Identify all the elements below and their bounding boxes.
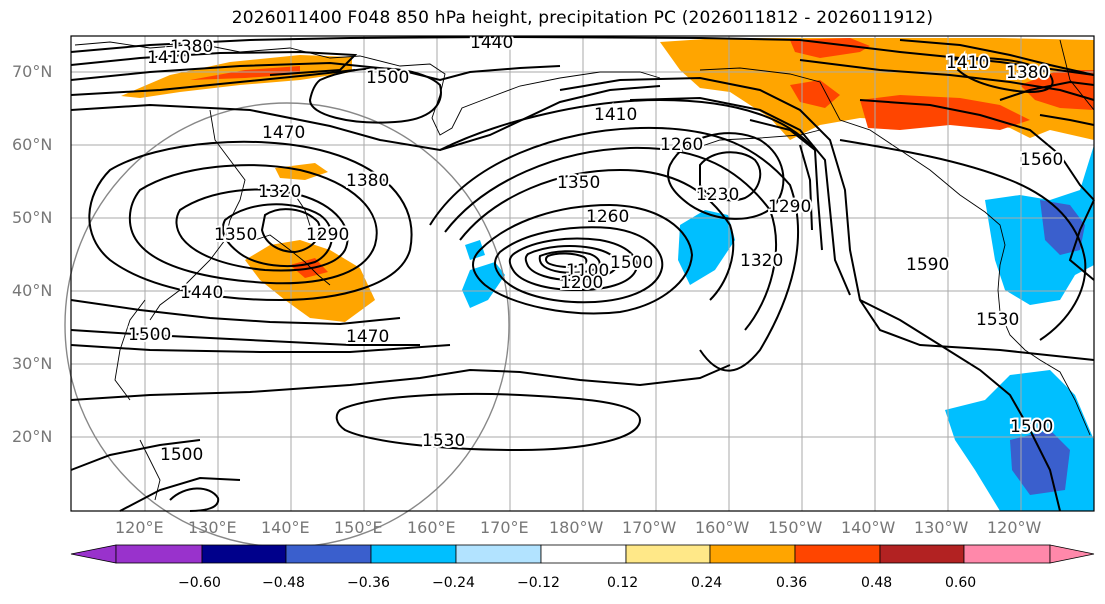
graticule — [71, 36, 1094, 511]
contour-label: 1560 — [1020, 150, 1063, 170]
lon-label: 170°W — [622, 518, 677, 537]
lat-label-50n: 50°N — [12, 208, 53, 227]
lat-label-60n: 60°N — [12, 135, 53, 154]
colorbar-tick-label: −0.12 — [517, 575, 560, 591]
colorbar-tick-label: 0.48 — [861, 575, 893, 591]
contour-label: 1410 — [946, 53, 989, 73]
lon-label: 140°E — [261, 518, 310, 537]
contour-label: 1440 — [470, 33, 513, 53]
colorbar-tick-label: 0.60 — [945, 575, 977, 591]
contour-label: 1260 — [586, 207, 629, 227]
colorbar-bin — [879, 544, 965, 564]
precip-negative-region — [678, 210, 735, 285]
lon-label: 150°E — [334, 518, 383, 537]
colorbar-bin — [625, 544, 711, 564]
contour-label: 1590 — [906, 255, 949, 275]
contour-label: 1380 — [1006, 63, 1049, 83]
contour-label: 1320 — [258, 182, 301, 202]
lat-label-40n: 40°N — [12, 281, 53, 300]
contour-label: 1200 — [560, 273, 603, 293]
lon-label: 130°E — [188, 518, 237, 537]
precip-negative-region — [1010, 430, 1070, 495]
lon-label: 160°E — [407, 518, 456, 537]
lon-label: 170°E — [480, 518, 529, 537]
colorbar-bin — [115, 544, 203, 564]
colorbar — [70, 544, 1095, 564]
colorbar-tick-label: 0.24 — [691, 575, 723, 591]
contour-label: 1230 — [696, 185, 739, 205]
colorbar-bin — [709, 544, 796, 564]
contour-label: 1320 — [740, 251, 783, 271]
contour-label: 1500 — [1010, 417, 1053, 437]
colorbar-bin — [540, 544, 627, 564]
contour-label: 1290 — [768, 197, 811, 217]
contour-label: 1500 — [160, 445, 203, 465]
colorbar-max-extend — [1049, 544, 1095, 564]
contour-labels: 1380 1410 1440 1500 1470 1380 1320 1290 … — [126, 31, 1065, 467]
colorbar-bin — [201, 544, 287, 564]
contour-label: 1470 — [346, 327, 389, 347]
colorbar-bin — [455, 544, 542, 564]
lat-label-30n: 30°N — [12, 354, 53, 373]
contour-label: 1290 — [306, 225, 349, 245]
contour-label: 1350 — [557, 173, 600, 193]
lon-label: 130°W — [914, 518, 969, 537]
contour-label: 1440 — [180, 283, 223, 303]
precip-negative-region — [1040, 200, 1085, 255]
contour-label: 1350 — [214, 225, 257, 245]
lat-label-20n: 20°N — [12, 427, 53, 446]
contour-label: 1530 — [422, 431, 465, 451]
contour-label: 1410 — [594, 105, 637, 125]
colorbar-tick-label: 0.12 — [607, 575, 639, 591]
lon-label: 140°W — [841, 518, 896, 537]
coastlines — [74, 39, 1095, 501]
contour-label: 1500 — [128, 325, 171, 345]
lon-label: 160°W — [695, 518, 750, 537]
colorbar-bin — [285, 544, 372, 564]
colorbar-tick-label: −0.36 — [347, 575, 390, 591]
map-title: 2026011400 F048 850 hPa height, precipit… — [231, 8, 934, 28]
colorbar-tick-label: −0.24 — [432, 575, 475, 591]
precip-negative-region — [465, 240, 485, 260]
contour-label: 1530 — [976, 310, 1019, 330]
contour-label: 1470 — [262, 123, 305, 143]
contour-label: 1100 — [566, 261, 609, 281]
precip-negative-region — [985, 145, 1094, 305]
map-frame — [70, 35, 1095, 512]
height-contours — [70, 35, 1095, 512]
contour-label: 1500 — [610, 253, 653, 273]
precip-positive-region — [790, 38, 870, 58]
contour-label: 1380 — [170, 37, 213, 57]
contour-label: 1380 — [346, 171, 389, 191]
colorbar-bin — [370, 544, 457, 564]
contour-label: 1500 — [366, 68, 409, 88]
lon-label: 120°W — [987, 518, 1042, 537]
lon-label: 180°W — [549, 518, 604, 537]
colorbar-tick-label: −0.48 — [262, 575, 305, 591]
colorbar-bin — [794, 544, 881, 564]
colorbar-tick-label: 0.36 — [776, 575, 808, 591]
colorbar-min-extend — [70, 544, 117, 564]
lat-label-70n: 70°N — [12, 62, 53, 81]
colorbar-bin — [963, 544, 1051, 564]
contour-label: 1260 — [660, 135, 703, 155]
colorbar-tick-label: −0.60 — [178, 575, 221, 591]
lon-label: 150°W — [768, 518, 823, 537]
contour-label: 1410 — [147, 48, 190, 68]
lon-label: 120°E — [115, 518, 164, 537]
